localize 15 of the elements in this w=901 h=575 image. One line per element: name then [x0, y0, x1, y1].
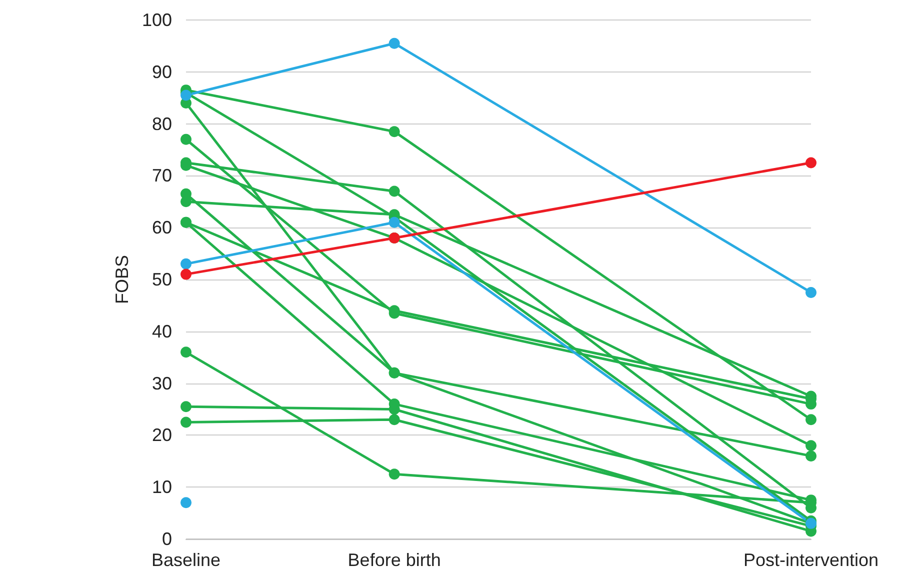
y-tick-label: 40: [152, 321, 172, 342]
y-tick-label: 60: [152, 218, 172, 238]
y-tick-label: 100: [142, 10, 172, 30]
x-tick-label: Post-intervention: [743, 550, 879, 570]
x-tick-label: Before birth: [348, 550, 441, 570]
y-tick-label: 80: [152, 114, 172, 134]
y-tick-label: 30: [152, 373, 172, 394]
y-tick-label: 50: [152, 270, 172, 290]
y-tick-label: 20: [152, 425, 172, 446]
x-tick-label: Baseline: [151, 550, 221, 570]
y-tick-label: 70: [152, 166, 172, 186]
y-tick-label: 90: [152, 62, 172, 82]
y-tick-label: 0: [162, 529, 172, 549]
y-axis-title: FOBS: [112, 254, 132, 304]
y-tick-label: 10: [152, 477, 172, 498]
